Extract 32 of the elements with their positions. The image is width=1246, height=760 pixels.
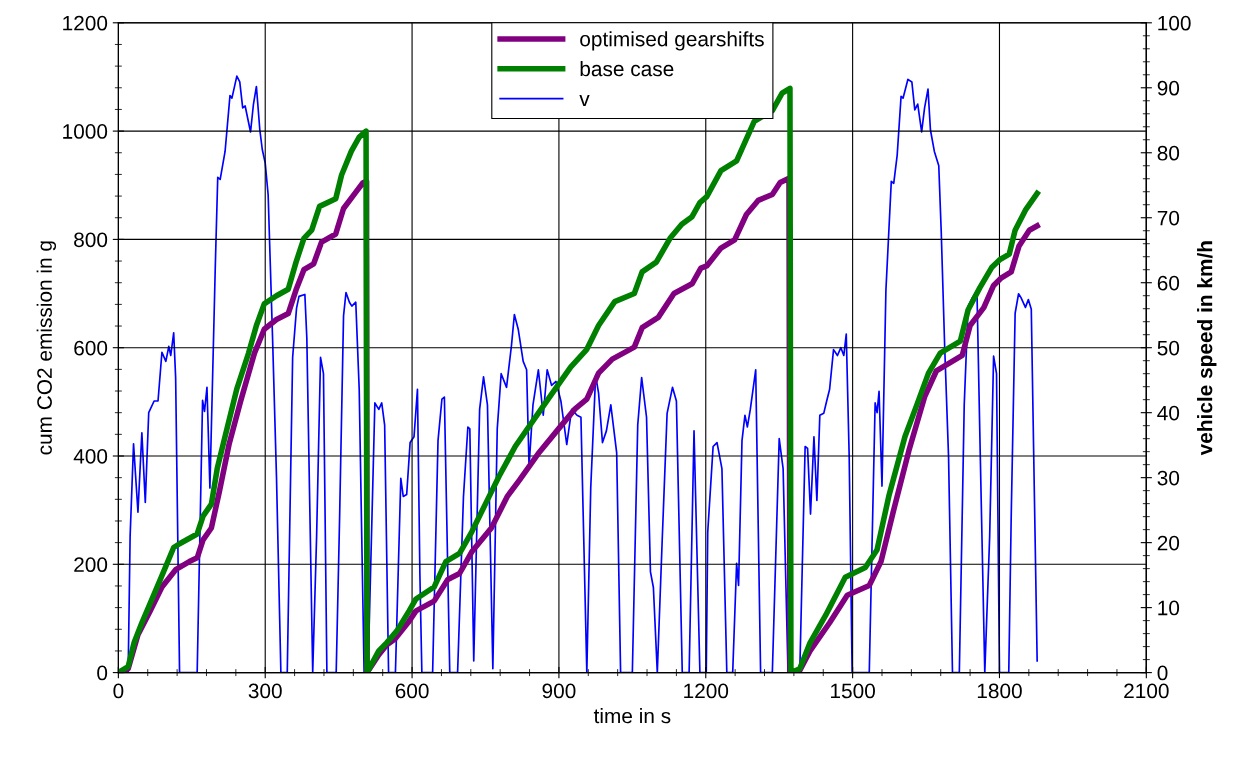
y2-tick-label: 100 xyxy=(1158,15,1191,31)
y2-tick-label: 40 xyxy=(1157,405,1180,421)
legend-label: v xyxy=(579,94,590,106)
y-tick-label: 800 xyxy=(74,232,108,248)
y2-tick-label: 90 xyxy=(1157,80,1180,96)
y2-axis-title: vehicle speed in km/h xyxy=(1197,241,1217,456)
x-tick-label: 1500 xyxy=(831,683,875,699)
y2-tick-label: 20 xyxy=(1157,535,1180,551)
y-tick-label: 0 xyxy=(97,665,108,681)
y-axis-title: cum CO2 emission in g xyxy=(36,241,57,455)
y2-tick-label: 0 xyxy=(1157,665,1168,681)
y2-tick-label: 60 xyxy=(1157,275,1180,291)
x-tick-label: 2100 xyxy=(1124,683,1169,699)
y2-tick-label: 30 xyxy=(1157,470,1180,486)
y-tick-label: 200 xyxy=(74,557,108,573)
y2-tick-label: 70 xyxy=(1157,210,1180,226)
y-tick-label: 600 xyxy=(74,340,108,356)
y2-tick-label: 10 xyxy=(1158,600,1180,616)
x-tick-label: 1800 xyxy=(977,683,1022,699)
x-axis-title: time in s xyxy=(593,707,671,724)
x-tick-label: 0 xyxy=(113,683,124,699)
legend-label: optimised gearshifts xyxy=(580,31,764,51)
y-tick-label: 400 xyxy=(73,449,108,464)
y-tick-label: 1200 xyxy=(63,15,108,31)
x-tick-label: 600 xyxy=(395,683,429,699)
y2-tick-label: 80 xyxy=(1157,145,1180,161)
legend-label: base case xyxy=(580,60,674,77)
x-tick-label: 300 xyxy=(248,683,282,699)
x-tick-label: 1200 xyxy=(684,683,729,699)
y-tick-label: 1000 xyxy=(63,124,108,139)
y2-tick-label: 50 xyxy=(1157,340,1180,356)
x-tick-label: 900 xyxy=(542,683,576,699)
